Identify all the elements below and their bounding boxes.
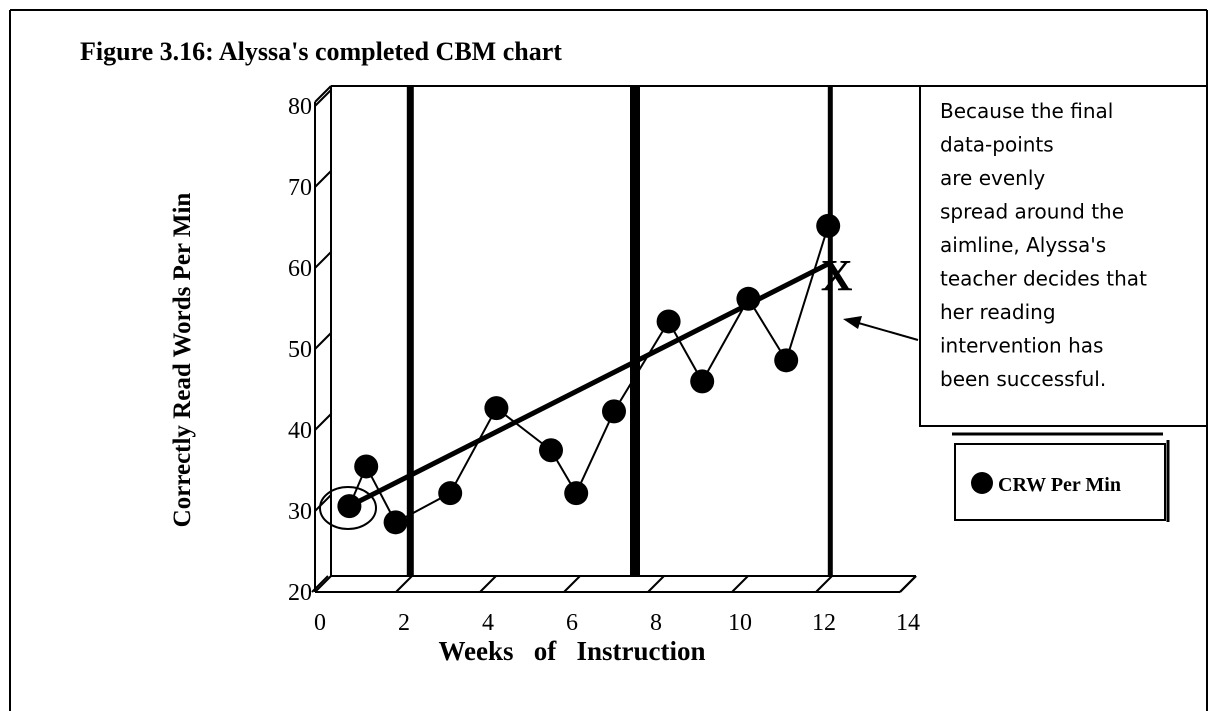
data-point bbox=[337, 494, 362, 519]
y-tick-label: 50 bbox=[288, 337, 312, 363]
legend-marker bbox=[971, 472, 993, 494]
x-tick bbox=[479, 575, 497, 593]
annotation-line: her reading bbox=[940, 300, 1056, 324]
x-tick bbox=[563, 575, 581, 593]
data-point bbox=[656, 309, 681, 334]
data-point bbox=[602, 399, 626, 424]
data-line bbox=[348, 225, 830, 524]
x-tick-label: 10 bbox=[728, 610, 752, 636]
x-tick bbox=[731, 575, 749, 593]
goal-marker: X bbox=[821, 251, 853, 300]
y-tick-label: 30 bbox=[288, 499, 312, 525]
data-point bbox=[383, 510, 408, 535]
y-tick bbox=[314, 575, 332, 593]
x-tick bbox=[899, 575, 917, 593]
annotation-line: Because the final bbox=[940, 99, 1113, 123]
y-tick-label: 80 bbox=[288, 94, 312, 120]
annotation-line: spread around the bbox=[940, 200, 1124, 224]
y-tick bbox=[314, 170, 332, 188]
x-tick-label: 8 bbox=[650, 610, 662, 636]
annotation-line: been successful. bbox=[940, 367, 1106, 391]
axis-corner bbox=[314, 85, 332, 103]
data-point bbox=[816, 213, 841, 238]
annotation-box bbox=[919, 85, 1208, 427]
y-tick-label: 20 bbox=[288, 580, 312, 606]
data-point bbox=[539, 438, 563, 463]
y-axis-label: Correctly Read Words Per Min bbox=[169, 193, 196, 528]
legend-label: CRW Per Min bbox=[998, 474, 1121, 496]
y-tick bbox=[314, 413, 332, 431]
x-tick-label: 2 bbox=[398, 610, 410, 636]
data-point bbox=[564, 481, 589, 506]
y-tick-label: 40 bbox=[288, 418, 312, 444]
y-tick bbox=[314, 251, 332, 269]
x-tick bbox=[395, 575, 413, 593]
x-tick-label: 12 bbox=[812, 610, 836, 636]
annotation-line: intervention has bbox=[940, 334, 1103, 358]
annotation-line: data-points bbox=[940, 133, 1054, 157]
data-point bbox=[774, 348, 799, 373]
x-axis-label: Weeks of Instruction bbox=[438, 636, 705, 666]
x-tick-label: 4 bbox=[482, 610, 494, 636]
data-point bbox=[484, 396, 509, 421]
data-point bbox=[690, 369, 715, 394]
x-tick bbox=[815, 575, 833, 593]
x-tick bbox=[647, 575, 665, 593]
annotation-line: are evenly bbox=[940, 166, 1045, 190]
data-point bbox=[354, 454, 379, 479]
x-tick-label: 0 bbox=[314, 610, 326, 636]
y-tick bbox=[314, 332, 332, 350]
annotation-line: aimline, Alyssa's bbox=[940, 233, 1106, 257]
chart-title: Figure 3.16: Alyssa's completed CBM char… bbox=[80, 37, 562, 66]
annotation-line: teacher decides that bbox=[940, 267, 1147, 291]
circle-highlight bbox=[319, 486, 377, 530]
x-tick bbox=[311, 575, 329, 593]
y-tick-label: 60 bbox=[288, 256, 312, 282]
data-point bbox=[438, 481, 463, 506]
x-tick-label: 14 bbox=[896, 610, 920, 636]
arrow-head bbox=[843, 316, 862, 329]
y-tick bbox=[314, 494, 332, 512]
y-tick bbox=[314, 89, 332, 107]
data-point bbox=[736, 286, 761, 311]
x-tick-label: 6 bbox=[566, 610, 578, 636]
y-tick-label: 70 bbox=[288, 175, 312, 201]
